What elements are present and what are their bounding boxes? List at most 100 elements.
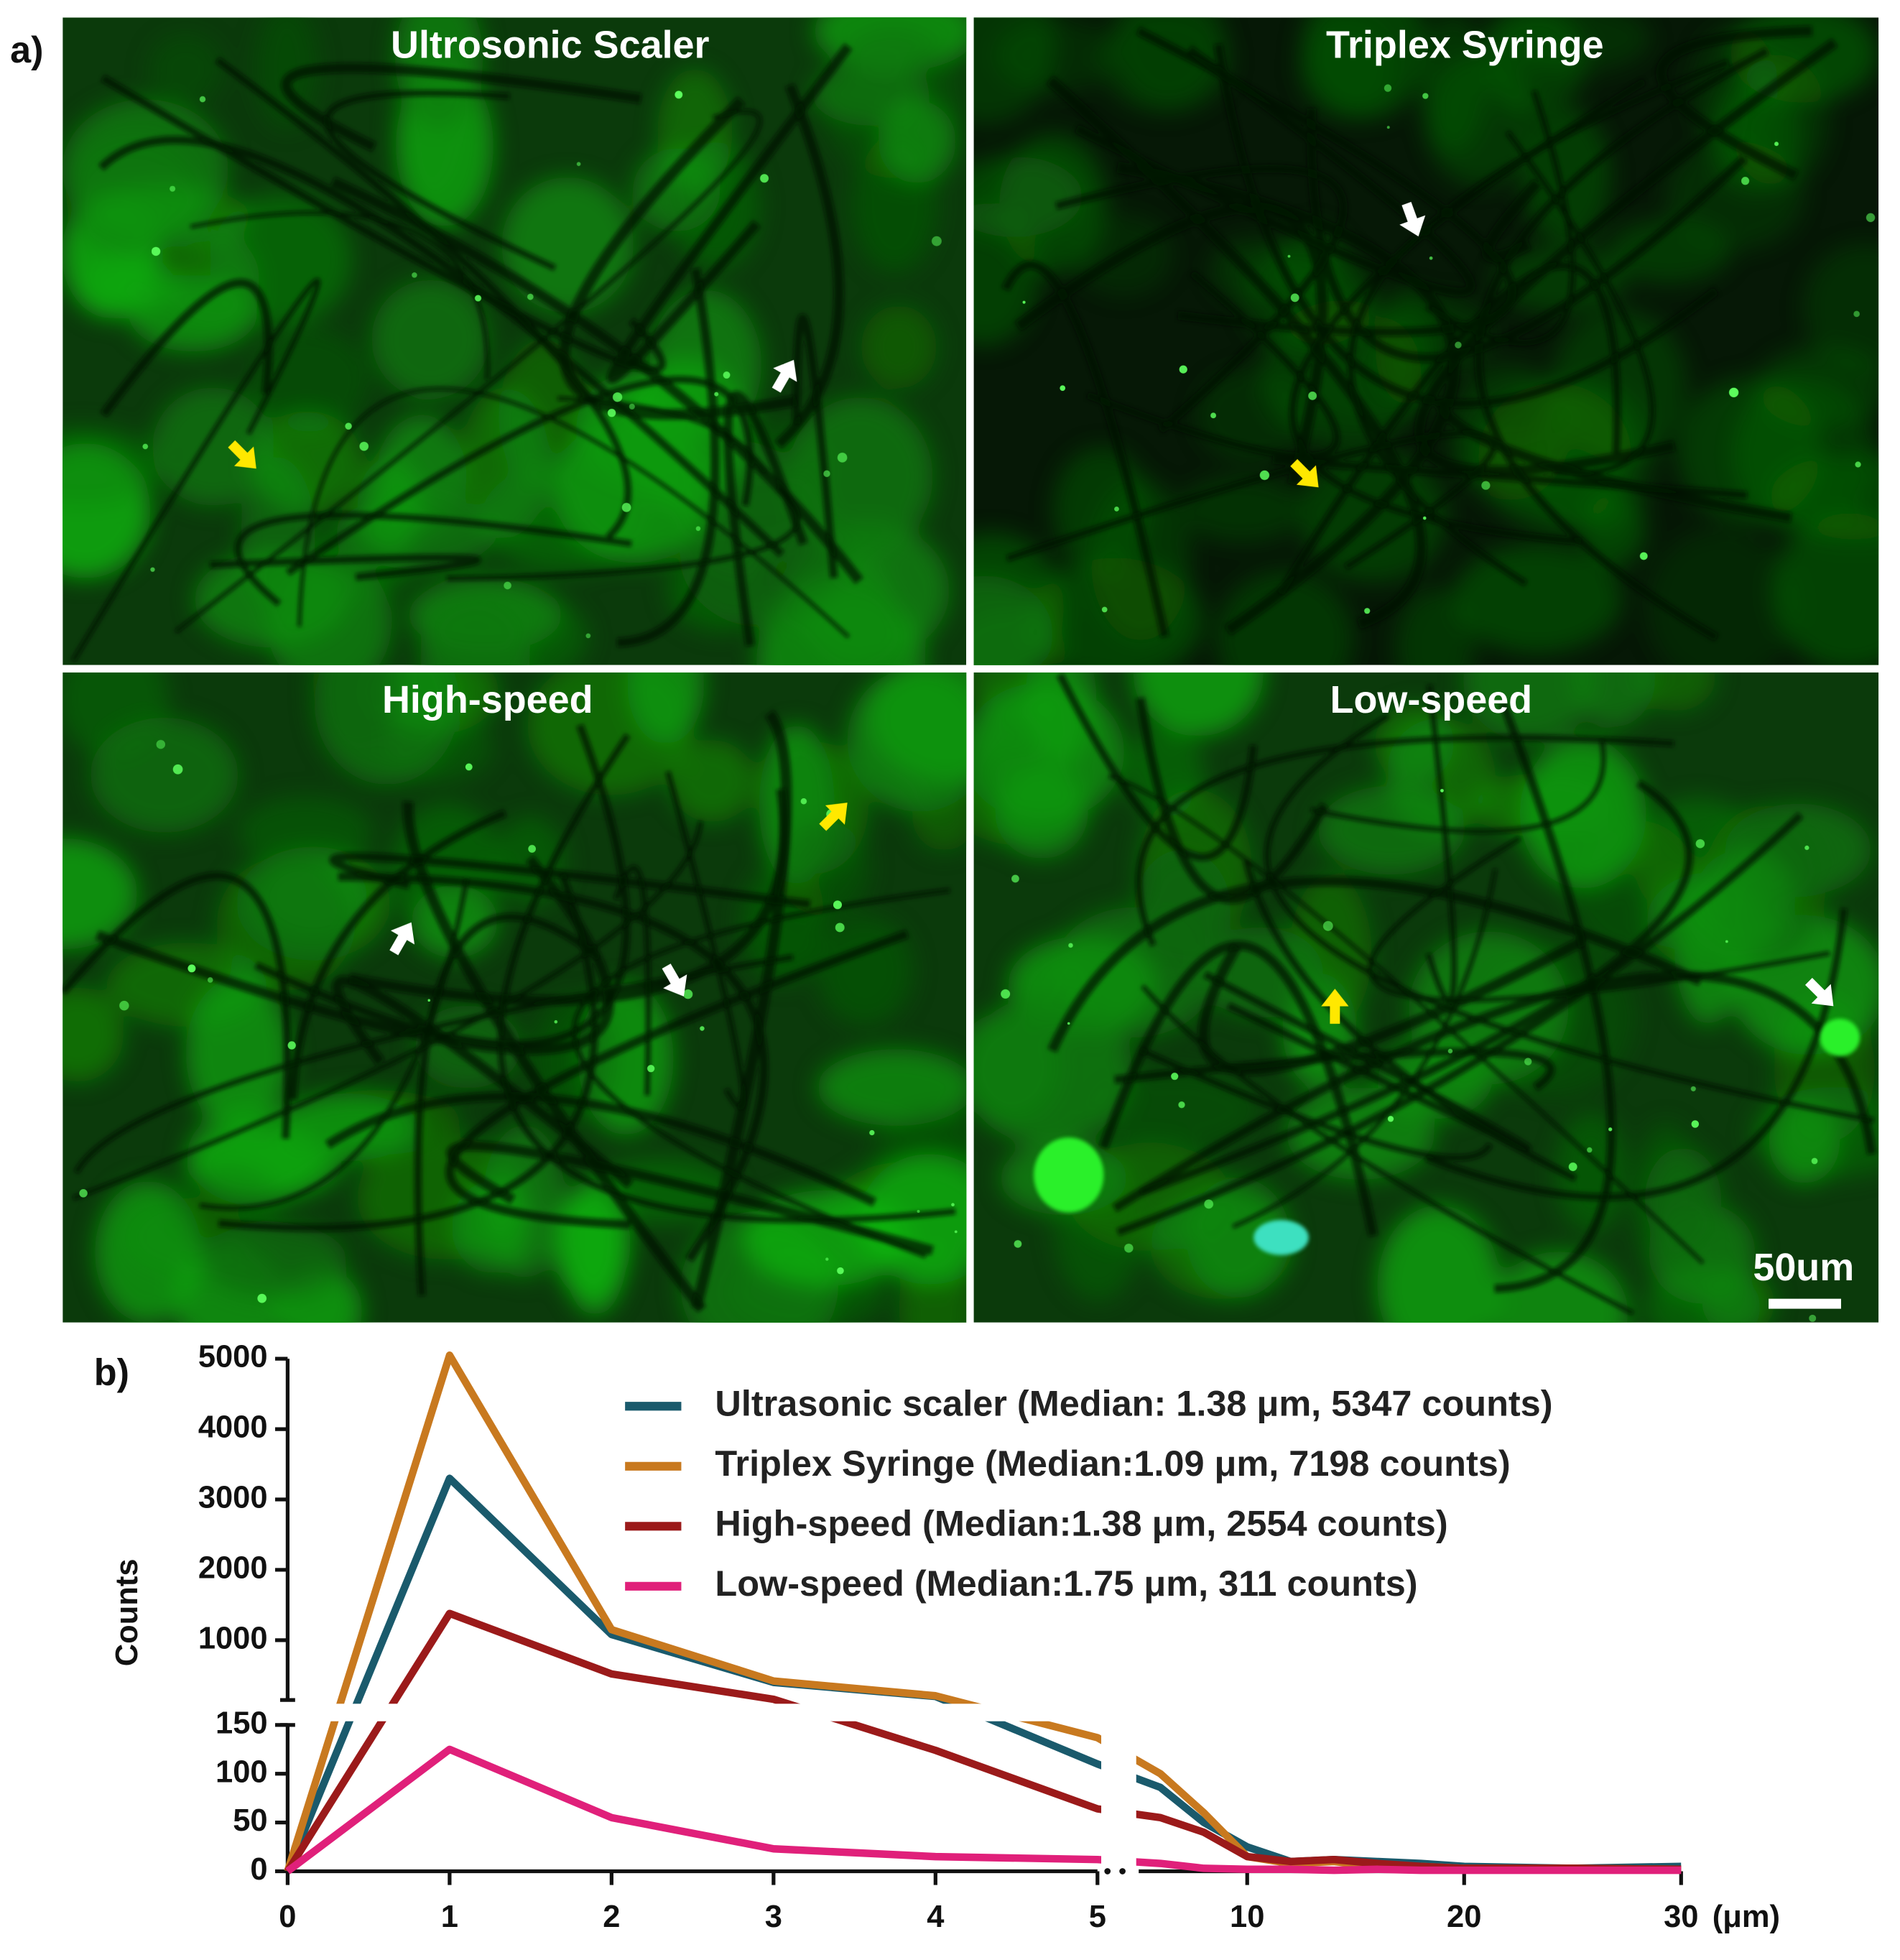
cell bbox=[390, 803, 504, 936]
speck bbox=[504, 581, 511, 590]
cell bbox=[1483, 17, 1586, 116]
legend-label: Ultrasonic scaler (Median: 1.38 μm, 5347… bbox=[715, 1383, 1552, 1424]
speck bbox=[629, 403, 635, 410]
x-tick-label: 0 bbox=[279, 1900, 296, 1934]
series-line bbox=[285, 1745, 1682, 1875]
x-tick-label: 1 bbox=[441, 1900, 458, 1934]
fiber bbox=[1474, 47, 1769, 642]
speck bbox=[1011, 874, 1019, 883]
fiber bbox=[199, 877, 470, 1211]
speck bbox=[723, 371, 731, 379]
speck bbox=[954, 1230, 958, 1234]
fiber-layer bbox=[70, 43, 863, 662]
fiber bbox=[1276, 262, 1621, 596]
legend-label: Low-speed (Median:1.75 μm, 311 counts) bbox=[715, 1563, 1417, 1604]
image-title: Triplex Syringe bbox=[1326, 23, 1604, 66]
speck bbox=[207, 977, 213, 983]
speck bbox=[1440, 789, 1444, 792]
speck bbox=[1455, 341, 1462, 348]
speck bbox=[79, 1189, 88, 1198]
fiber bbox=[723, 391, 808, 647]
speck bbox=[187, 964, 196, 973]
speck bbox=[1068, 943, 1073, 948]
cell bbox=[1802, 243, 1879, 372]
cell bbox=[501, 177, 634, 313]
fiber bbox=[1310, 739, 1606, 834]
speck bbox=[1022, 300, 1026, 304]
cell bbox=[1420, 17, 1486, 153]
speck bbox=[1210, 412, 1216, 419]
fiber bbox=[1001, 260, 1169, 638]
x-tick-label: 3 bbox=[765, 1900, 782, 1934]
speck bbox=[1447, 1048, 1453, 1054]
speck bbox=[1171, 1072, 1179, 1081]
fiber bbox=[1213, 43, 1719, 408]
x-tick-label: 4 bbox=[927, 1900, 944, 1934]
speck bbox=[1101, 606, 1108, 613]
cell bbox=[1644, 1147, 1722, 1253]
cell bbox=[249, 328, 370, 433]
fiber bbox=[616, 267, 720, 647]
axis-break bbox=[1101, 1724, 1136, 1888]
cell bbox=[861, 305, 937, 389]
cell bbox=[251, 411, 363, 514]
fiber bbox=[1425, 90, 1575, 346]
cell bbox=[1215, 570, 1353, 665]
speck bbox=[1804, 845, 1809, 851]
speck bbox=[1695, 839, 1705, 849]
cell bbox=[417, 588, 589, 665]
speck bbox=[1287, 254, 1291, 258]
x-tick-label: 20 bbox=[1447, 1900, 1481, 1934]
speck bbox=[1384, 84, 1392, 92]
cell bbox=[847, 672, 967, 812]
speck bbox=[1809, 1314, 1817, 1322]
cell bbox=[1676, 377, 1822, 524]
fiber bbox=[1108, 774, 1705, 1265]
cell bbox=[1093, 1069, 1259, 1150]
arrow bbox=[228, 440, 256, 469]
fiber bbox=[1433, 398, 1792, 523]
fiber bbox=[101, 75, 666, 374]
fiber bbox=[98, 136, 785, 558]
fiber bbox=[1368, 836, 1830, 1003]
x-tick-label: 2 bbox=[603, 1900, 620, 1934]
fiber bbox=[95, 855, 614, 1055]
cell bbox=[859, 1154, 967, 1285]
scale-bar bbox=[1769, 1298, 1841, 1309]
fiber-layer bbox=[1001, 25, 1838, 642]
fiber-layer bbox=[62, 709, 956, 1313]
speck bbox=[837, 453, 848, 463]
arrow bbox=[1290, 458, 1319, 488]
cell bbox=[995, 767, 1088, 859]
y-tick-label: 0 bbox=[250, 1852, 267, 1887]
cell bbox=[275, 1093, 418, 1161]
cell bbox=[152, 387, 274, 507]
fiber bbox=[1289, 78, 1646, 545]
fiber bbox=[338, 872, 769, 1262]
cell bbox=[1298, 19, 1395, 119]
fiber bbox=[1494, 701, 1616, 1293]
speck bbox=[1364, 608, 1371, 614]
fiber bbox=[1098, 940, 1378, 1237]
cell bbox=[312, 672, 399, 747]
fiber bbox=[1056, 672, 1258, 861]
panel-label: b) bbox=[94, 1352, 129, 1394]
micrograph bbox=[973, 17, 1879, 665]
cell bbox=[1607, 219, 1730, 284]
speck bbox=[647, 1065, 655, 1073]
speck bbox=[1386, 126, 1390, 129]
speck bbox=[150, 567, 155, 572]
fiber bbox=[210, 554, 481, 581]
speck bbox=[760, 174, 769, 183]
cell bbox=[62, 838, 138, 950]
y-tick-label: 4000 bbox=[198, 1410, 268, 1445]
series-line bbox=[284, 1609, 1682, 1874]
bright-spot bbox=[1253, 1220, 1309, 1255]
speck bbox=[1587, 1147, 1593, 1153]
arrow bbox=[1399, 201, 1426, 237]
cell bbox=[1730, 17, 1878, 103]
speck bbox=[474, 295, 482, 302]
cell bbox=[1452, 544, 1622, 654]
speck bbox=[714, 392, 719, 397]
